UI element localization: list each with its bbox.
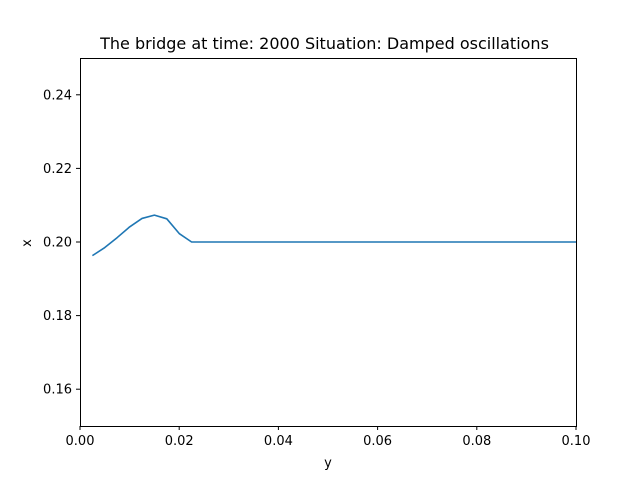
y-tick-label: 0.18 — [43, 309, 72, 324]
x-axis-label: y — [324, 456, 332, 471]
chart-title: The bridge at time: 2000 Situation: Damp… — [99, 34, 549, 53]
x-axis: 0.00 0.02 0.04 0.06 0.08 0.10 — [66, 426, 591, 449]
x-tick-label: 0.00 — [66, 434, 95, 449]
x-tick-label: 0.08 — [462, 434, 491, 449]
y-tick-label: 0.16 — [43, 383, 72, 398]
y-axis: 0.16 0.18 0.20 0.22 0.24 — [43, 88, 80, 398]
x-tick-label: 0.02 — [165, 434, 194, 449]
x-tick-label: 0.06 — [363, 434, 392, 449]
y-tick-label: 0.20 — [43, 236, 72, 251]
y-tick-label: 0.22 — [43, 162, 72, 177]
x-tick-label: 0.04 — [264, 434, 293, 449]
y-tick-label: 0.24 — [43, 88, 72, 103]
y-axis-label: x — [20, 239, 35, 247]
x-tick-label: 0.10 — [562, 434, 591, 449]
plot-area — [91, 214, 576, 257]
plot-frame — [80, 58, 577, 427]
series-line-0 — [91, 214, 576, 257]
